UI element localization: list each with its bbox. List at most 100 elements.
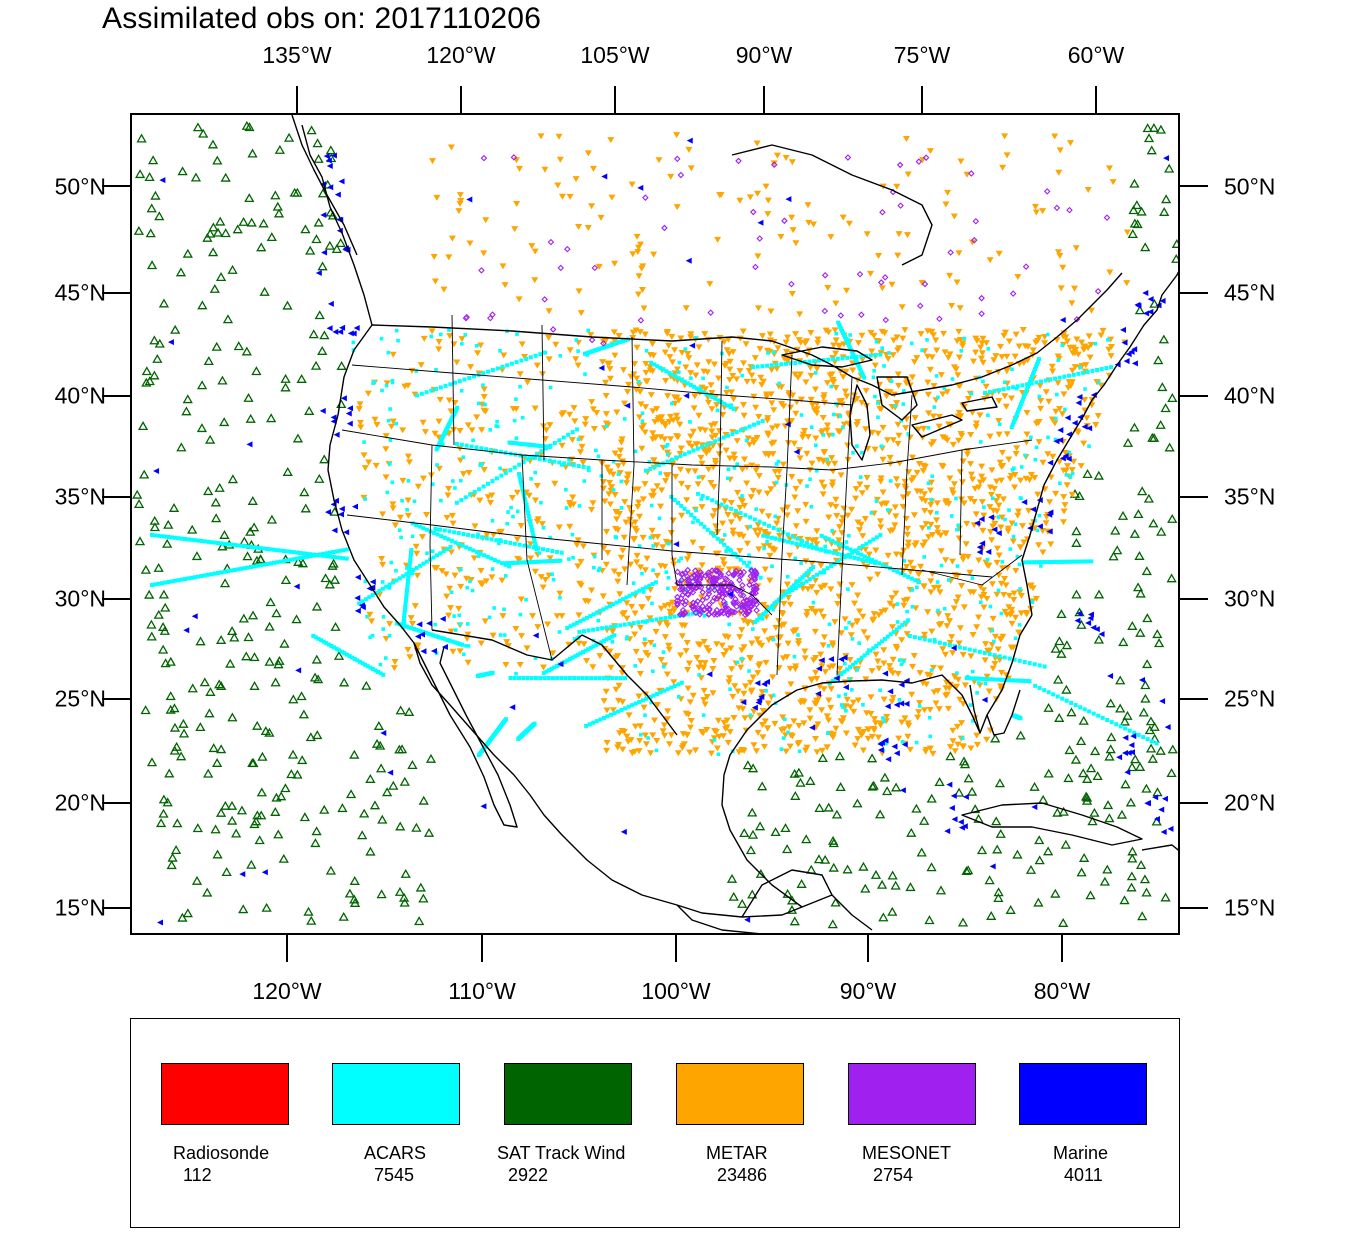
- sat-wind-marker: [236, 805, 248, 815]
- metar-marker: [819, 458, 827, 465]
- mesonet-marker: [722, 575, 729, 582]
- metar-marker: [996, 459, 1004, 466]
- acars-marker: [897, 625, 902, 630]
- metar-marker: [1002, 582, 1010, 589]
- metar-marker: [611, 450, 619, 457]
- metar-marker: [863, 563, 871, 570]
- acars-marker: [701, 376, 705, 381]
- sat-wind-marker: [1087, 816, 1098, 826]
- sat-wind-marker: [842, 864, 853, 874]
- acars-marker: [438, 635, 443, 640]
- metar-marker: [1055, 169, 1063, 176]
- metar-marker: [470, 555, 478, 562]
- acars-marker: [534, 547, 539, 552]
- acars-marker: [489, 537, 494, 542]
- mesonet-marker: [858, 311, 865, 318]
- acars-marker: [792, 654, 797, 659]
- acars-marker: [552, 441, 557, 446]
- metar-marker: [650, 251, 658, 258]
- acars-marker: [405, 507, 409, 512]
- metar-marker: [1022, 475, 1030, 482]
- acars-marker: [960, 736, 965, 740]
- metar-marker: [968, 239, 976, 246]
- marine-marker: [347, 405, 354, 412]
- acars-marker: [492, 558, 497, 563]
- mesonet-marker: [705, 587, 713, 595]
- acars-marker: [839, 326, 844, 331]
- sat-wind-marker: [227, 712, 238, 722]
- sat-wind-marker: [860, 883, 871, 893]
- sat-wind-marker: [1093, 470, 1104, 480]
- acars-marker: [512, 418, 517, 423]
- sat-wind-marker: [226, 800, 238, 810]
- acars-marker: [753, 620, 758, 625]
- metar-marker: [994, 493, 1002, 500]
- metar-marker: [421, 429, 429, 436]
- metar-marker: [892, 643, 900, 650]
- metar-marker: [575, 224, 583, 231]
- metar-marker: [783, 334, 791, 341]
- metar-marker: [910, 652, 918, 659]
- acars-marker: [486, 369, 491, 374]
- metar-marker: [802, 501, 810, 508]
- sat-wind-marker: [247, 495, 258, 505]
- metar-marker: [1013, 445, 1021, 452]
- acars-marker: [568, 624, 573, 629]
- metar-marker: [480, 386, 488, 393]
- marine-marker: [828, 656, 835, 663]
- sat-wind-marker: [399, 897, 410, 907]
- metar-marker: [558, 193, 566, 200]
- sat-wind-marker: [153, 609, 164, 619]
- map-panel[interactable]: [130, 113, 1180, 935]
- metar-marker: [795, 722, 803, 729]
- acars-marker: [192, 538, 197, 543]
- metar-marker: [566, 193, 574, 200]
- metar-marker: [648, 340, 656, 347]
- sat-wind-marker: [197, 300, 208, 310]
- marine-marker: [332, 497, 339, 504]
- acars-marker: [1029, 599, 1033, 604]
- metar-marker: [1063, 463, 1071, 470]
- metar-marker: [534, 624, 542, 631]
- metar-marker: [895, 382, 903, 389]
- metar-marker: [816, 683, 824, 690]
- acars-marker: [685, 509, 690, 514]
- metar-marker: [356, 419, 364, 426]
- marine-marker: [1036, 523, 1043, 530]
- acars-marker: [955, 528, 959, 532]
- metar-marker: [980, 477, 988, 484]
- acars-marker: [567, 458, 571, 462]
- metar-marker: [667, 732, 675, 739]
- metar-marker: [631, 519, 639, 526]
- metar-marker: [710, 484, 718, 491]
- mesonet-marker: [688, 603, 696, 610]
- acars-marker: [1023, 389, 1028, 394]
- metar-marker: [566, 347, 574, 354]
- metar-marker: [665, 741, 673, 748]
- mesonet-marker: [788, 280, 795, 288]
- metar-marker: [458, 336, 466, 343]
- acars-marker: [825, 566, 830, 571]
- metar-marker: [727, 389, 735, 396]
- sat-wind-marker: [256, 242, 267, 252]
- metar-marker: [689, 692, 697, 699]
- acars-marker: [774, 599, 779, 604]
- acars-marker: [947, 643, 952, 648]
- metar-marker: [692, 372, 700, 379]
- acars-marker: [774, 462, 779, 466]
- acars-marker: [519, 483, 524, 488]
- metar-marker: [451, 399, 459, 406]
- metar-marker: [694, 481, 702, 488]
- metar-marker: [754, 522, 762, 529]
- metar-marker: [1001, 575, 1009, 582]
- sat-wind-marker: [305, 245, 316, 255]
- metar-marker: [1019, 523, 1027, 530]
- sat-wind-marker: [890, 880, 901, 890]
- metar-marker: [616, 591, 624, 598]
- metar-marker: [691, 468, 699, 475]
- metar-marker: [934, 584, 942, 591]
- sat-wind-marker: [140, 705, 151, 715]
- acars-marker: [512, 465, 517, 470]
- acars-marker: [239, 543, 244, 548]
- acars-marker: [839, 703, 844, 707]
